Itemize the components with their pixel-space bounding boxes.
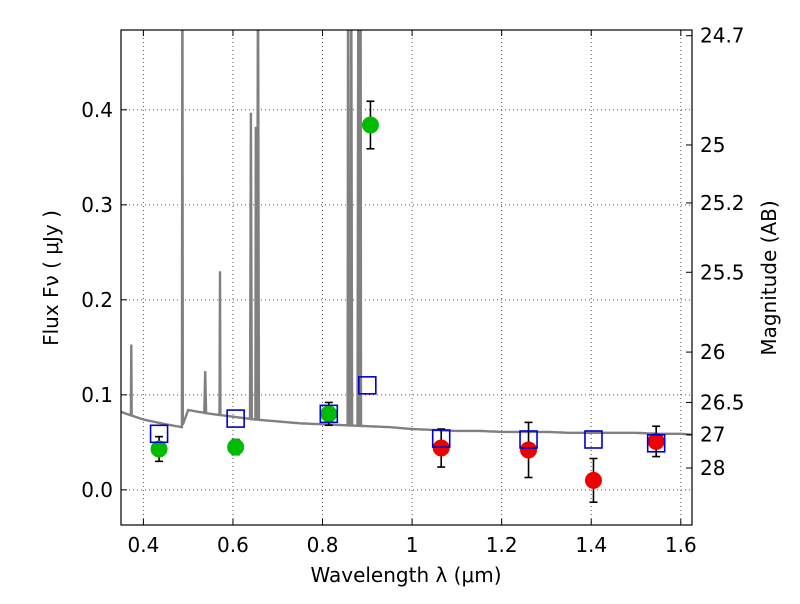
model-square [358,376,377,395]
y-tick-label: 0.1 [81,383,113,407]
spectrum-line [121,30,692,436]
x-tick-label: 0.4 [127,533,159,557]
red-data-point [584,471,602,489]
green-data-point [150,440,168,458]
plot-frame [120,29,693,526]
model-square [646,433,666,453]
axes-layer: 0.4 0.6 0.8 1 1.2 1.4 1.6 0.0 0.1 0.2 0.3 0.4 24.7 25… [81,24,744,557]
right-tick-label: 26 [700,340,725,364]
model-square [319,404,339,424]
x-tick-label: 1.6 [665,533,697,557]
model-square [584,430,603,449]
model-square [431,429,451,448]
points-layer [149,100,666,503]
x-tick-label: 0.6 [217,533,249,557]
red-data-point [520,441,538,459]
y-tick-label: 0.4 [81,98,113,122]
model-square [149,424,169,444]
red-data-point [647,432,665,450]
red-data-point [432,439,450,457]
y-axis-label: Flux Fν ( μJy ) [39,210,63,346]
right-tick-label: 25.2 [700,191,745,215]
x-tick-label: 1.2 [486,533,518,557]
right-axis-label: Magnitude (AB) [757,200,781,355]
green-data-point [361,116,379,134]
model-square [226,409,245,428]
y-tick-label: 0.3 [81,193,113,217]
x-axis-label: Wavelength λ (μm) [310,563,501,587]
x-tick-label: 1.4 [575,533,607,557]
y-tick-label: 0.2 [81,288,113,312]
x-tick-label: 1 [406,533,419,557]
right-tick-label: 27 [700,423,725,447]
right-tick-label: 25.5 [700,260,745,284]
right-tick-label: 26.5 [700,390,745,414]
right-tick-label: 24.7 [700,24,745,48]
green-data-point [227,438,245,456]
right-tick-label: 28 [700,456,725,480]
green-data-point [320,405,338,423]
model-square [519,430,538,449]
y-tick-label: 0.0 [81,478,113,502]
right-tick-label: 25 [700,133,725,157]
grid-layer [121,30,692,525]
spectrum-layer [121,30,692,436]
x-tick-label: 0.8 [307,533,339,557]
